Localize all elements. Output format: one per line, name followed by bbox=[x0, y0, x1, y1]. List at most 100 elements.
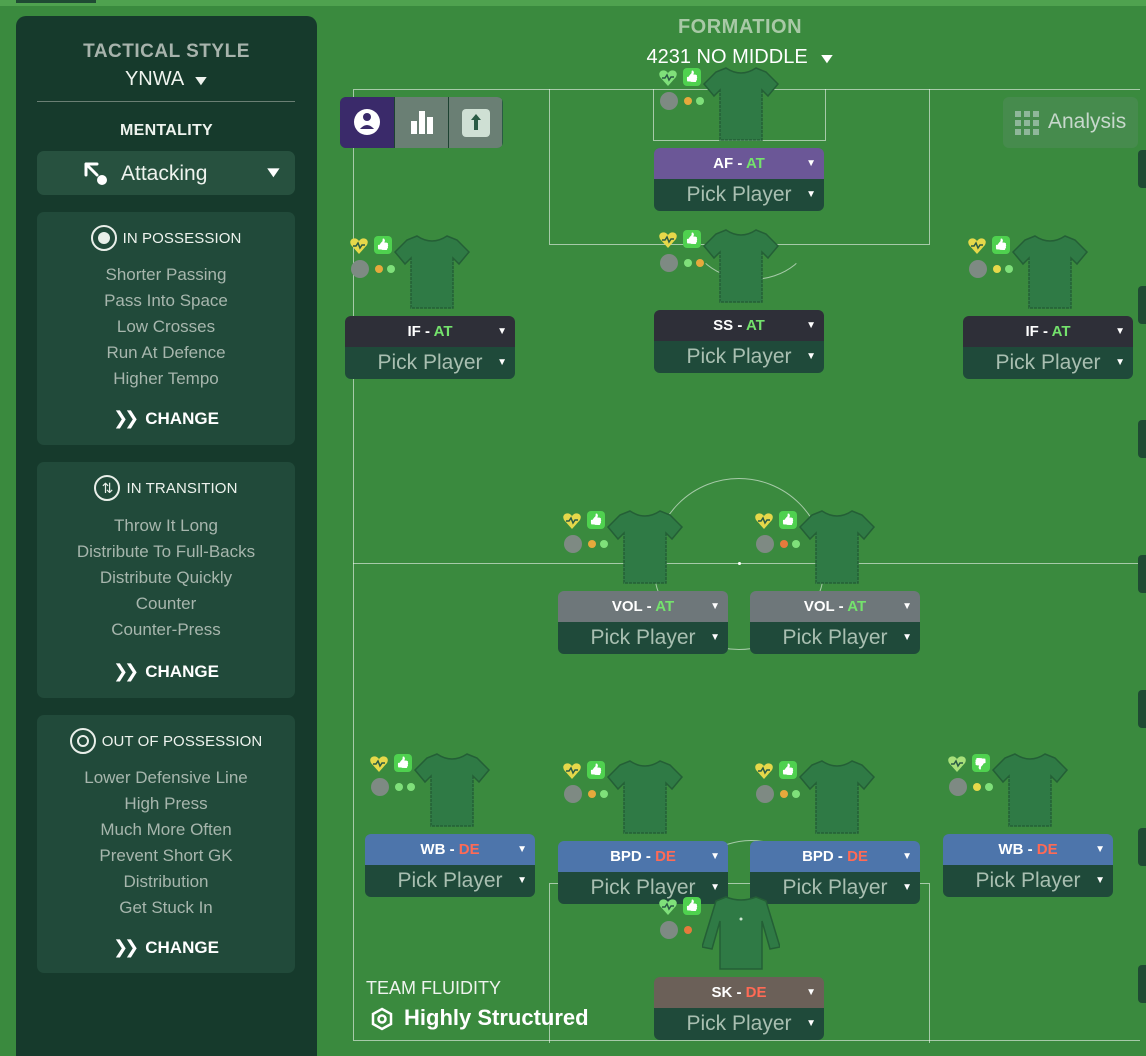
pick-player-dropdown[interactable]: Pick Player ▼ bbox=[750, 872, 920, 904]
status-dot-large bbox=[564, 785, 582, 803]
in-transition-change-button[interactable]: ❯❯ CHANGE bbox=[37, 661, 295, 682]
heart-icon bbox=[350, 238, 368, 254]
pick-player-label: Pick Player bbox=[782, 876, 888, 899]
chevron-down-icon: ▼ bbox=[517, 844, 527, 855]
role-selector[interactable]: IF - AT ▼ bbox=[345, 316, 515, 347]
pick-player-dropdown[interactable]: Pick Player ▼ bbox=[365, 865, 535, 897]
pick-player-dropdown[interactable]: Pick Player ▼ bbox=[345, 347, 515, 379]
role-selector[interactable]: IF - AT ▼ bbox=[963, 316, 1133, 347]
player-status-icons bbox=[754, 511, 800, 531]
pick-player-label: Pick Player bbox=[590, 626, 696, 649]
chevron-down-icon: ▼ bbox=[1115, 326, 1125, 337]
role-duty: DE bbox=[1036, 841, 1058, 858]
status-dot bbox=[1005, 265, 1013, 273]
side-tab[interactable] bbox=[1138, 555, 1146, 593]
pick-player-dropdown[interactable]: Pick Player ▼ bbox=[654, 179, 824, 211]
list-item: Lower Defensive Line bbox=[84, 768, 248, 787]
player-slot-wb[interactable]: WB - DE ▼ Pick Player ▼ bbox=[365, 748, 535, 897]
thumbs-up-icon bbox=[374, 236, 392, 254]
role-selector[interactable]: BPD - DE ▼ bbox=[750, 841, 920, 872]
player-slot-vol[interactable]: VOL - AT ▼ Pick Player ▼ bbox=[558, 505, 728, 654]
heart-icon bbox=[563, 513, 581, 529]
role-selector[interactable]: AF - AT ▼ bbox=[654, 148, 824, 179]
player-status-icons bbox=[967, 236, 1013, 256]
chevron-down-icon: ▼ bbox=[806, 987, 816, 998]
side-tab[interactable] bbox=[1138, 690, 1146, 728]
role-selector[interactable]: SK - DE ▼ bbox=[654, 977, 824, 1008]
player-slot-vol[interactable]: VOL - AT ▼ Pick Player ▼ bbox=[750, 505, 920, 654]
out-of-possession-change-button[interactable]: ❯❯ CHANGE bbox=[37, 937, 295, 958]
upload-view-button[interactable] bbox=[448, 97, 502, 148]
pick-player-dropdown[interactable]: Pick Player ▼ bbox=[750, 622, 920, 654]
shirt-icon bbox=[1011, 235, 1089, 309]
list-item: Counter bbox=[135, 594, 197, 613]
player-status-dots bbox=[660, 254, 720, 272]
stats-view-button[interactable] bbox=[394, 97, 448, 148]
pick-player-dropdown[interactable]: Pick Player ▼ bbox=[943, 865, 1113, 897]
chevron-down-icon: ▼ bbox=[902, 632, 912, 643]
thumbs-up-icon bbox=[683, 897, 701, 915]
player-status-dots bbox=[756, 785, 816, 803]
status-dot-large bbox=[756, 535, 774, 553]
in-possession-change-button[interactable]: ❯❯ CHANGE bbox=[37, 408, 295, 429]
player-status-dots bbox=[564, 785, 624, 803]
chevron-down-icon: ▼ bbox=[710, 882, 720, 893]
analysis-button[interactable]: Analysis bbox=[1003, 97, 1138, 148]
role-name: WB bbox=[998, 841, 1024, 858]
role-selector[interactable]: VOL - AT ▼ bbox=[750, 591, 920, 622]
side-tab[interactable] bbox=[1138, 965, 1146, 1003]
chevron-down-icon: ▼ bbox=[263, 164, 284, 181]
list-item: Much More Often bbox=[100, 820, 232, 839]
player-slot-ss[interactable]: SS - AT ▼ Pick Player ▼ bbox=[654, 224, 824, 373]
pick-player-dropdown[interactable]: Pick Player ▼ bbox=[963, 347, 1133, 379]
player-status-dots bbox=[371, 778, 431, 796]
side-tab[interactable] bbox=[1138, 150, 1146, 188]
transition-icon: ⇅ bbox=[94, 475, 121, 501]
list-item: Counter-Press bbox=[111, 620, 221, 639]
player-status-dots bbox=[969, 260, 1029, 278]
role-selector[interactable]: WB - DE ▼ bbox=[365, 834, 535, 865]
heart-icon bbox=[968, 238, 986, 254]
tactical-style-value: YNWA bbox=[124, 68, 185, 90]
status-dot-large bbox=[969, 260, 987, 278]
top-bar-tab[interactable] bbox=[16, 0, 96, 3]
pick-player-dropdown[interactable]: Pick Player ▼ bbox=[558, 622, 728, 654]
role-duty: DE bbox=[847, 848, 868, 865]
role-selector[interactable]: SS - AT ▼ bbox=[654, 310, 824, 341]
role-name: VOL bbox=[803, 598, 835, 615]
chevron-down-icon: ▼ bbox=[806, 189, 816, 200]
team-fluidity-value: Highly Structured bbox=[404, 1005, 589, 1030]
role-selector[interactable]: WB - DE ▼ bbox=[943, 834, 1113, 865]
role-selector[interactable]: BPD - DE ▼ bbox=[558, 841, 728, 872]
chevron-down-icon: ▼ bbox=[902, 601, 912, 612]
list-item: Get Stuck In bbox=[119, 898, 213, 917]
role-name: VOL bbox=[611, 598, 643, 615]
list-item: Low Crosses bbox=[116, 317, 216, 336]
player-slot-bpd[interactable]: BPD - DE ▼ Pick Player ▼ bbox=[558, 755, 728, 904]
player-slot-if[interactable]: IF - AT ▼ Pick Player ▼ bbox=[345, 230, 515, 379]
player-slot-sk[interactable]: SK - DE ▼ Pick Player ▼ bbox=[654, 891, 824, 1040]
player-slot-wb[interactable]: WB - DE ▼ Pick Player ▼ bbox=[943, 748, 1113, 897]
player-slot-af[interactable]: AF - AT ▼ Pick Player ▼ bbox=[654, 62, 824, 211]
status-dot-large bbox=[756, 785, 774, 803]
player-view-button[interactable] bbox=[340, 97, 394, 148]
side-tab[interactable] bbox=[1138, 286, 1146, 324]
mentality-label: MENTALITY bbox=[119, 122, 214, 139]
side-tab[interactable] bbox=[1138, 420, 1146, 458]
status-dot bbox=[395, 783, 403, 791]
tactical-style-dropdown[interactable]: YNWA ▼ bbox=[16, 68, 317, 91]
status-dot-large bbox=[660, 921, 678, 939]
player-slot-if[interactable]: IF - AT ▼ Pick Player ▼ bbox=[963, 230, 1133, 379]
status-dot bbox=[588, 790, 596, 798]
in-transition-list: Throw It Long Distribute To Full-Backs D… bbox=[37, 513, 295, 643]
side-tab[interactable] bbox=[1138, 828, 1146, 866]
pick-player-dropdown[interactable]: Pick Player ▼ bbox=[654, 341, 824, 373]
role-selector[interactable]: VOL - AT ▼ bbox=[558, 591, 728, 622]
shirt-icon bbox=[606, 510, 684, 584]
formation-dropdown[interactable]: 4231 NO MIDDLE ▼ bbox=[545, 46, 935, 69]
player-slot-bpd[interactable]: BPD - DE ▼ Pick Player ▼ bbox=[750, 755, 920, 904]
tactics-panel: TACTICAL STYLE YNWA ▼ MENTALITY Attacking… bbox=[16, 16, 317, 1056]
pick-player-dropdown[interactable]: Pick Player ▼ bbox=[654, 1008, 824, 1040]
role-name: BPD bbox=[610, 848, 642, 865]
mentality-dropdown[interactable]: Attacking ▼ bbox=[37, 151, 295, 195]
